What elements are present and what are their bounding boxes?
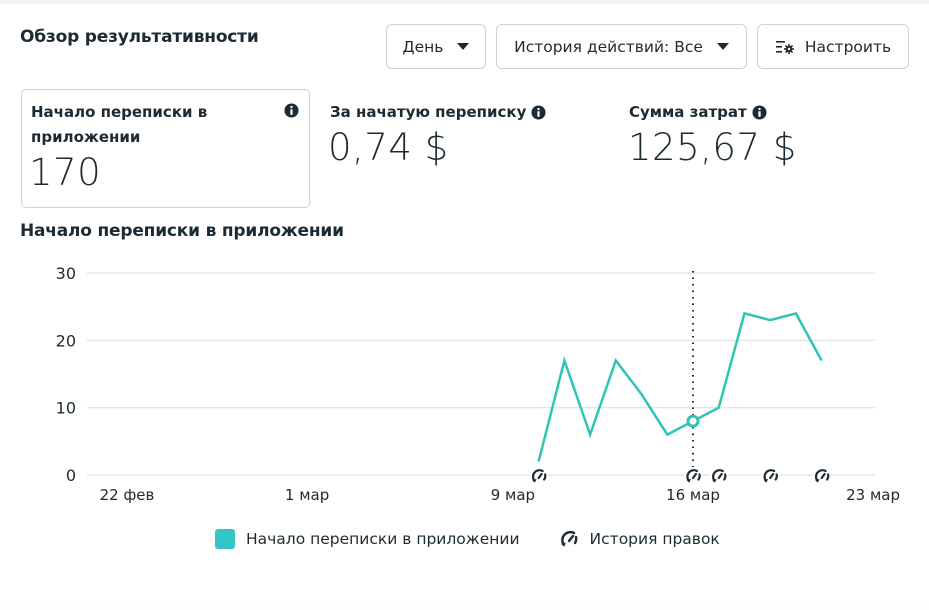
x-tick-label: 22 фев	[100, 486, 155, 504]
legend-series-label: Начало переписки в приложении	[246, 530, 520, 548]
metric-label: Сумма затрат	[629, 103, 747, 121]
x-tick-label: 9 мар	[491, 486, 535, 504]
edit-history-gauge-icon	[560, 530, 577, 547]
edit-history-marker-icon[interactable]	[812, 467, 831, 485]
caret-down-icon	[716, 43, 729, 50]
settings-list-icon	[775, 40, 794, 54]
action-history-label: История действий: Все	[514, 37, 703, 56]
period-dropdown[interactable]: День	[386, 24, 486, 69]
legend-history-label: История правок	[589, 530, 720, 548]
legend-item-edit-history[interactable]: История правок	[558, 529, 720, 549]
customize-button-label: Настроить	[804, 37, 892, 56]
edit-history-marker-icon[interactable]	[684, 467, 702, 485]
edit-history-marker-icon[interactable]	[529, 467, 548, 485]
y-tick-label: 10	[56, 399, 76, 418]
metric-value: 0,74 $	[328, 126, 449, 169]
action-history-dropdown[interactable]: История действий: Все	[496, 24, 747, 69]
x-tick-label: 23 мар	[846, 486, 900, 504]
edit-history-marker-icon[interactable]	[709, 467, 728, 485]
caret-down-icon	[457, 43, 470, 50]
legend-item-series[interactable]: Начало переписки в приложении	[215, 529, 520, 549]
info-icon[interactable]	[752, 105, 767, 120]
y-tick-label: 30	[56, 264, 76, 283]
period-dropdown-label: День	[402, 37, 444, 56]
metric-card-selected[interactable]	[21, 89, 310, 208]
info-icon[interactable]	[284, 103, 299, 118]
x-tick-label: 1 мар	[285, 486, 329, 504]
top-divider	[0, 0, 929, 4]
metric-label: За начатую переписку	[330, 103, 527, 121]
highlighted-data-point[interactable]	[686, 414, 700, 428]
customize-button[interactable]: Настроить	[757, 24, 909, 69]
metric-value: 125,67 $	[628, 126, 797, 169]
metric-card[interactable]: Сумма затрат	[629, 100, 767, 125]
chart-title: Начало переписки в приложении	[20, 221, 344, 241]
bottom-divider	[0, 600, 929, 610]
x-tick-label: 16 мар	[666, 486, 720, 504]
edit-history-marker-icon[interactable]	[761, 467, 780, 485]
metric-label: Начало переписки в приложении	[31, 103, 208, 146]
y-tick-label: 20	[56, 331, 76, 350]
metric-card[interactable]: За начатую переписку	[330, 100, 546, 125]
series-color-swatch	[215, 529, 235, 549]
series-line[interactable]	[537, 311, 823, 462]
chart-legend: Начало переписки в приложении История пр…	[215, 529, 720, 549]
page-title: Обзор результативности	[20, 27, 259, 47]
info-icon[interactable]	[531, 105, 546, 120]
line-chart[interactable]: 0 10 20 30 22 фев 1 мар 9 мар 16 мар 23 мар	[0, 250, 929, 520]
y-tick-label: 0	[66, 466, 76, 485]
metric-value: 170	[29, 151, 102, 194]
